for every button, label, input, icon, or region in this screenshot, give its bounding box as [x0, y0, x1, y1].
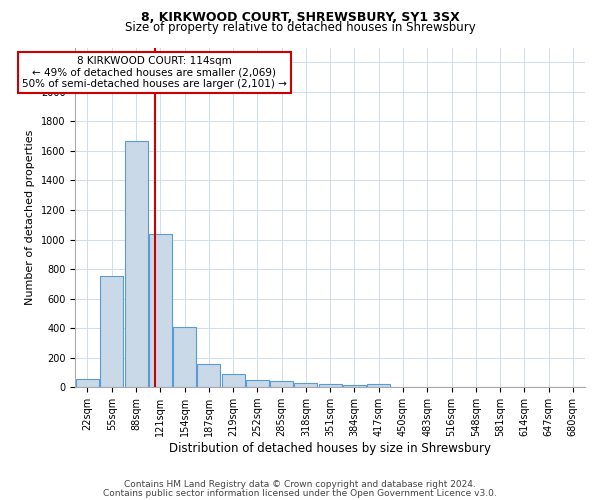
Bar [149, 234, 172, 387]
Text: Contains public sector information licensed under the Open Government Licence v3: Contains public sector information licen… [103, 488, 497, 498]
Bar [343, 384, 366, 387]
Bar [173, 326, 196, 387]
Text: 8 KIRKWOOD COURT: 114sqm
← 49% of detached houses are smaller (2,069)
50% of sem: 8 KIRKWOOD COURT: 114sqm ← 49% of detach… [22, 56, 287, 89]
X-axis label: Distribution of detached houses by size in Shrewsbury: Distribution of detached houses by size … [169, 442, 491, 455]
Text: 8, KIRKWOOD COURT, SHREWSBURY, SY1 3SX: 8, KIRKWOOD COURT, SHREWSBURY, SY1 3SX [140, 11, 460, 24]
Bar [197, 364, 220, 387]
Bar [246, 380, 269, 387]
Bar [76, 379, 99, 387]
Text: Size of property relative to detached houses in Shrewsbury: Size of property relative to detached ho… [125, 21, 475, 34]
Bar [295, 383, 317, 387]
Text: Contains HM Land Registry data © Crown copyright and database right 2024.: Contains HM Land Registry data © Crown c… [124, 480, 476, 489]
Bar [100, 276, 123, 387]
Bar [367, 384, 390, 387]
Bar [319, 384, 342, 387]
Bar [221, 374, 245, 387]
Y-axis label: Number of detached properties: Number of detached properties [25, 130, 35, 305]
Bar [270, 380, 293, 387]
Bar [125, 140, 148, 387]
